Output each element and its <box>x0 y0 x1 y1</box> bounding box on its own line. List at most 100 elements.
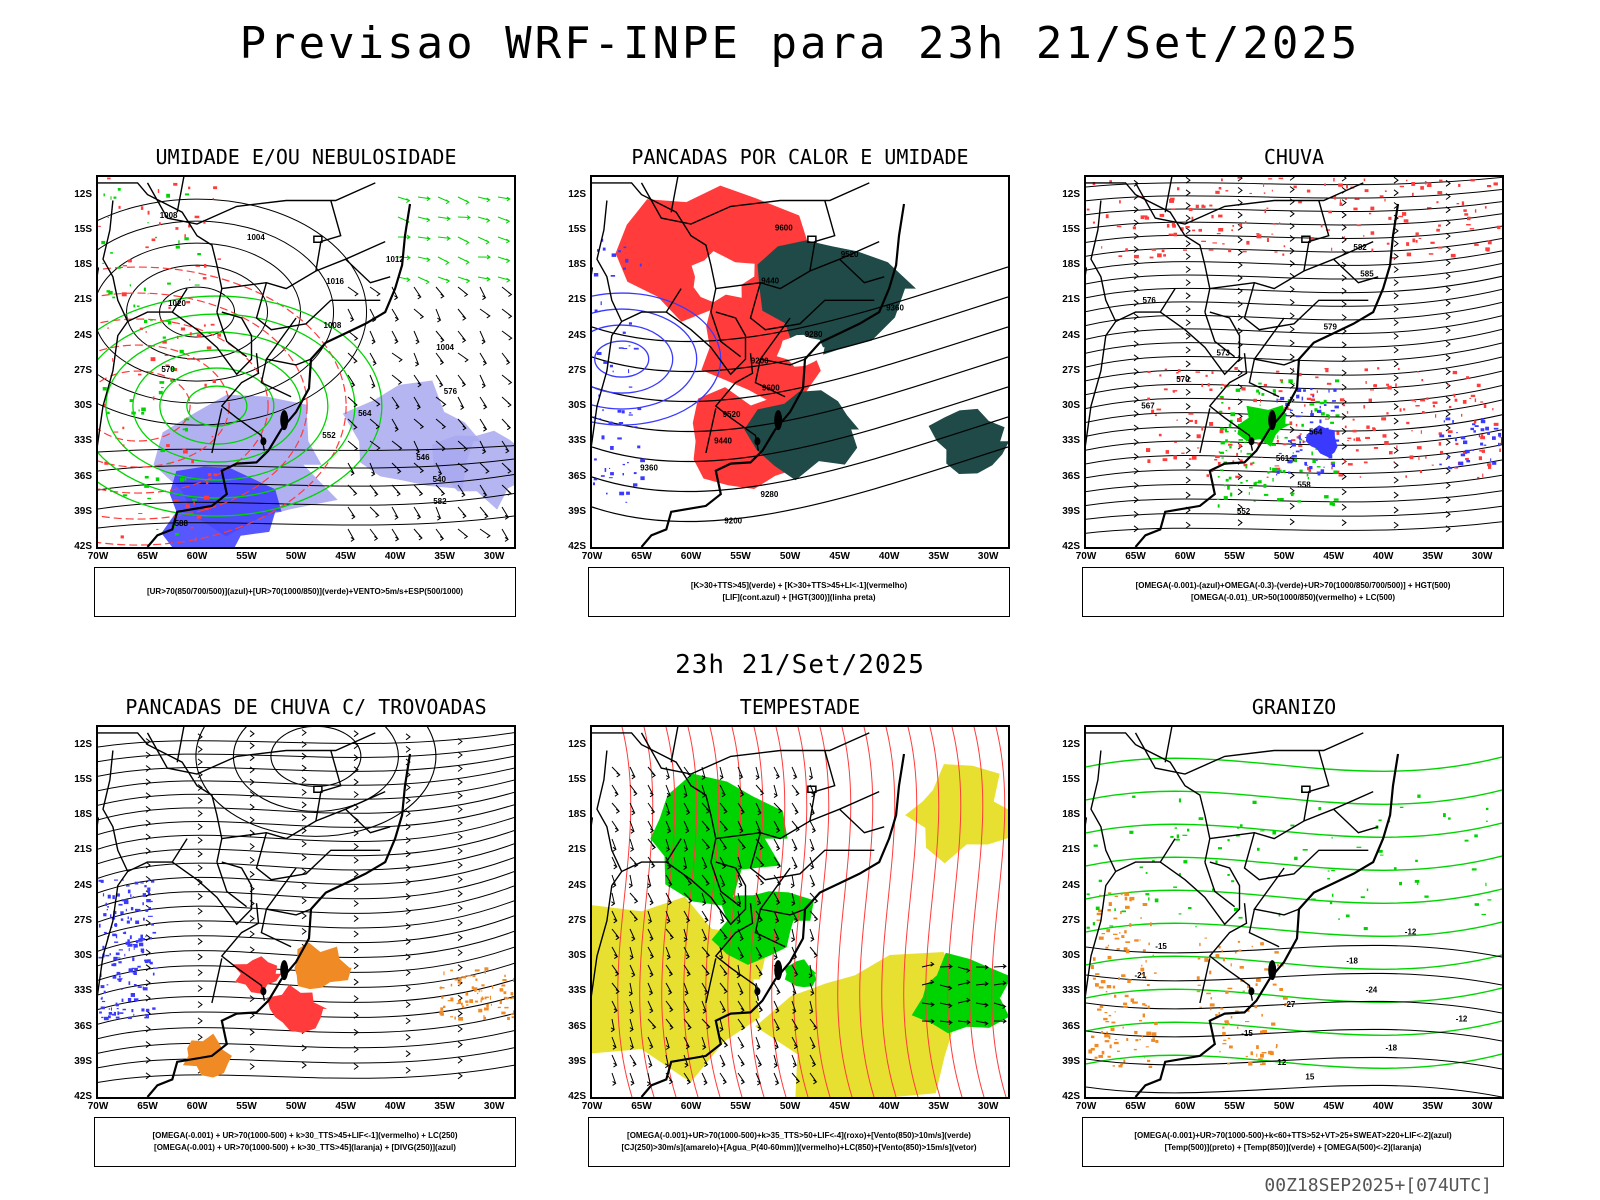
temp850-contour <box>1086 954 1502 970</box>
omega-fleck <box>1125 949 1130 954</box>
omega-fleck <box>1140 967 1145 972</box>
streamline-arrow <box>1289 426 1295 434</box>
rain-fleck <box>1287 459 1293 464</box>
streamline <box>98 515 514 529</box>
streamline-arrow <box>197 784 203 791</box>
longitude-label: 50W <box>285 551 307 562</box>
moisture-fleck <box>117 266 121 269</box>
streamline-arrow <box>145 875 151 883</box>
streamline-arrow <box>1185 403 1191 410</box>
wind-vector <box>665 892 673 906</box>
temp850-fleck <box>1178 873 1181 876</box>
rain-fleck <box>1415 240 1418 243</box>
rain-fleck <box>1116 225 1122 228</box>
thunderstorm-fleck <box>474 969 479 972</box>
omega-fleck <box>1122 1026 1124 1029</box>
streamline-arrow <box>1133 354 1139 362</box>
wind-vector <box>501 330 513 341</box>
streamline-arrow <box>405 733 411 741</box>
wind-vector <box>369 374 376 389</box>
divergence-fleck <box>114 941 119 943</box>
streamline-arrow <box>457 904 463 912</box>
rain-fleck <box>1225 439 1228 443</box>
thunderstorm-fleck <box>467 975 471 977</box>
latitude-label: 30S <box>1062 950 1080 962</box>
rain-fleck <box>1415 405 1420 407</box>
wind-vector <box>391 330 399 345</box>
wind-vector <box>665 946 671 960</box>
wind-vector <box>369 506 380 518</box>
rain-fleck <box>1222 243 1225 245</box>
rain-fleck <box>1188 412 1194 415</box>
wind-vector <box>501 528 509 542</box>
wind-vector <box>773 1018 781 1032</box>
latitude-label: 15S <box>74 773 92 785</box>
temp850-fleck <box>1109 925 1114 927</box>
wind-vector <box>413 418 425 430</box>
lifted-index-fleck <box>606 492 608 495</box>
wind-vector <box>755 1036 761 1050</box>
rain-fleck <box>1292 452 1294 454</box>
omega-fleck <box>1100 980 1106 984</box>
omega-fleck <box>1110 1027 1115 1032</box>
wind-vector <box>755 802 762 816</box>
temp850-fleck <box>1086 926 1090 929</box>
streamline-arrow <box>197 1033 203 1041</box>
rain-fleck <box>1363 405 1366 409</box>
streamline-arrow <box>1133 299 1139 307</box>
contour-label: -12 <box>1456 1015 1468 1024</box>
streamline-arrow <box>1133 438 1139 446</box>
wind-vector <box>773 1072 780 1086</box>
rain-fleck <box>1430 241 1435 244</box>
divergence-fleck <box>124 953 126 957</box>
temp850-fleck <box>1485 882 1487 887</box>
longitude-label: 50W <box>779 551 801 562</box>
wind-vector <box>809 838 815 852</box>
rain-fleck <box>1339 202 1343 206</box>
rain-fleck <box>1437 191 1443 195</box>
streamline-arrow <box>145 1041 151 1048</box>
temp850-fleck <box>1338 918 1340 920</box>
contour-line <box>98 198 367 426</box>
longitude-label: 65W <box>137 551 158 562</box>
streamline-arrow <box>1289 312 1295 320</box>
contour-label: 567 <box>1141 401 1155 410</box>
wind-vector <box>773 1054 778 1069</box>
rain-fleck <box>1161 249 1165 253</box>
wind-vector <box>755 874 765 886</box>
moisture-fleck <box>157 189 160 193</box>
wind-vector <box>993 1002 1007 1009</box>
rain-fleck <box>1344 198 1347 200</box>
streamline-arrow <box>1393 374 1399 382</box>
temp850-fleck <box>1290 824 1295 827</box>
streamline-arrow <box>1289 471 1295 479</box>
lagoon <box>280 410 289 431</box>
moisture-fleck <box>173 182 178 186</box>
omega-fleck <box>1262 1029 1267 1034</box>
streamline-arrow <box>249 1045 255 1053</box>
map-canvas: 1008100410121016102010081004570576564552… <box>98 177 514 547</box>
wind-vector <box>773 856 782 869</box>
streamline-arrow <box>1185 432 1191 440</box>
streamline-arrow <box>1133 326 1139 334</box>
streamline <box>1086 250 1502 271</box>
rain-fleck <box>1156 408 1162 411</box>
rain-fleck <box>1229 446 1232 449</box>
streamline-arrow <box>1393 332 1399 340</box>
contour-line <box>98 242 302 382</box>
streamline-arrow <box>1445 232 1451 240</box>
omega-fleck <box>1124 896 1128 901</box>
streamline-arrow <box>405 938 411 945</box>
rain-fleck <box>1299 438 1303 441</box>
wind-vector <box>413 484 424 497</box>
temp850-fleck <box>1098 879 1102 883</box>
rain-fleck <box>1297 388 1302 392</box>
streamline-arrow <box>1133 272 1139 280</box>
rain-fleck <box>1469 397 1472 399</box>
divergence-fleck <box>127 998 132 1002</box>
rain-fleck <box>1221 402 1224 404</box>
omega-fleck <box>1229 1045 1233 1049</box>
omega-fleck <box>1135 1039 1139 1042</box>
streamline-arrow <box>197 985 203 992</box>
wind-vector <box>719 1072 728 1085</box>
